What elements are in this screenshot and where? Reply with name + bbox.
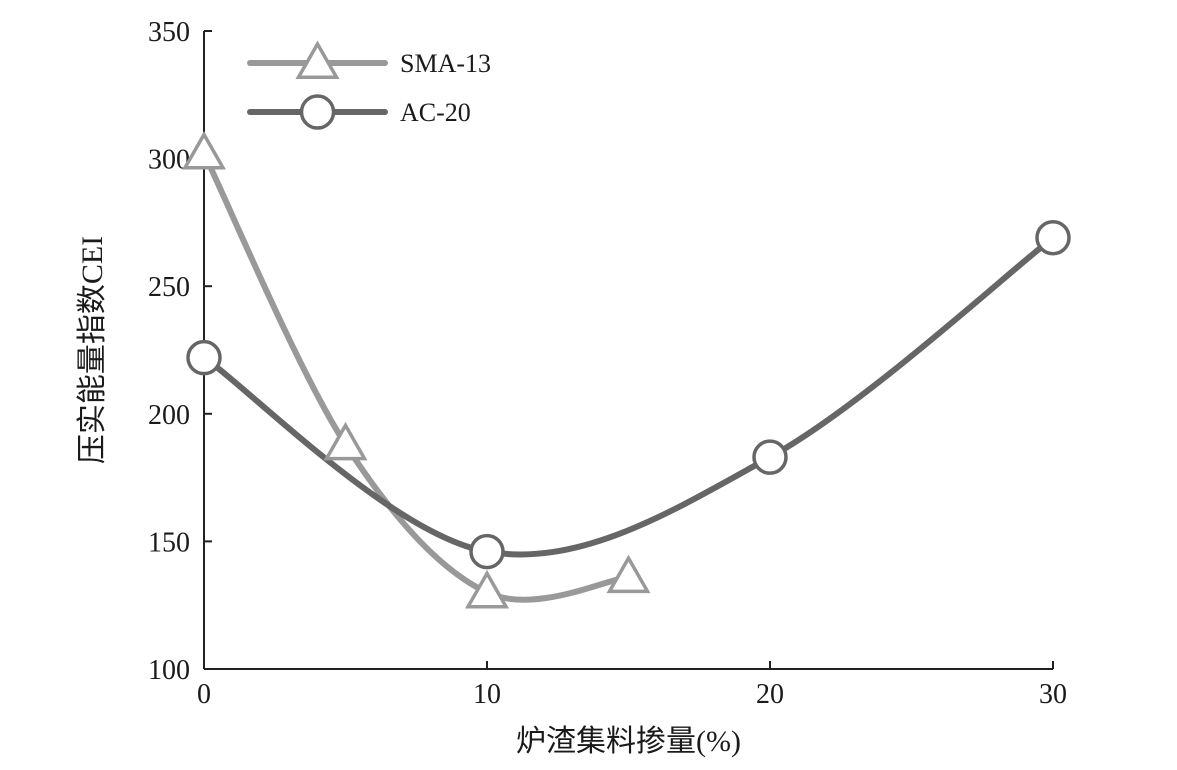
triangle-marker bbox=[464, 569, 510, 609]
circle-marker bbox=[469, 533, 505, 570]
y-tick-label: 100 bbox=[148, 655, 190, 686]
y-tick-label: 250 bbox=[148, 272, 190, 303]
x-tick-label: 10 bbox=[473, 679, 501, 710]
x-tick-label: 30 bbox=[1039, 679, 1067, 710]
y-tick-label: 350 bbox=[148, 17, 190, 48]
tick-labels: 100 150 200 250 300 350 0 10 20 30 bbox=[148, 17, 1067, 710]
y-tick-label: 150 bbox=[148, 527, 190, 558]
x-tick-label: 20 bbox=[756, 679, 784, 710]
legend-triangle-icon bbox=[295, 40, 340, 79]
y-axis-title: 压实能量指数CEI bbox=[76, 236, 109, 464]
triangle-marker bbox=[606, 554, 651, 594]
series-line-ac-20 bbox=[201, 234, 1056, 558]
x-tick-label: 0 bbox=[197, 679, 211, 710]
legend: SMA-13 AC-20 bbox=[247, 40, 491, 130]
series-lines bbox=[201, 150, 1056, 603]
series-line-sma-13 bbox=[201, 150, 632, 603]
circle-marker bbox=[186, 339, 222, 376]
legend-label: AC-20 bbox=[400, 98, 471, 127]
circle-marker bbox=[752, 439, 788, 475]
legend-label: SMA-13 bbox=[400, 49, 491, 78]
circle-marker bbox=[1035, 219, 1071, 256]
x-axis-title: 炉渣集料掺量(%) bbox=[516, 725, 741, 758]
triangle-marker bbox=[323, 421, 368, 461]
y-tick-label: 200 bbox=[148, 400, 190, 431]
y-tick-label: 300 bbox=[148, 145, 190, 176]
legend-circle-icon bbox=[299, 94, 336, 130]
series-markers bbox=[181, 130, 1071, 609]
triangle-marker bbox=[181, 130, 227, 170]
